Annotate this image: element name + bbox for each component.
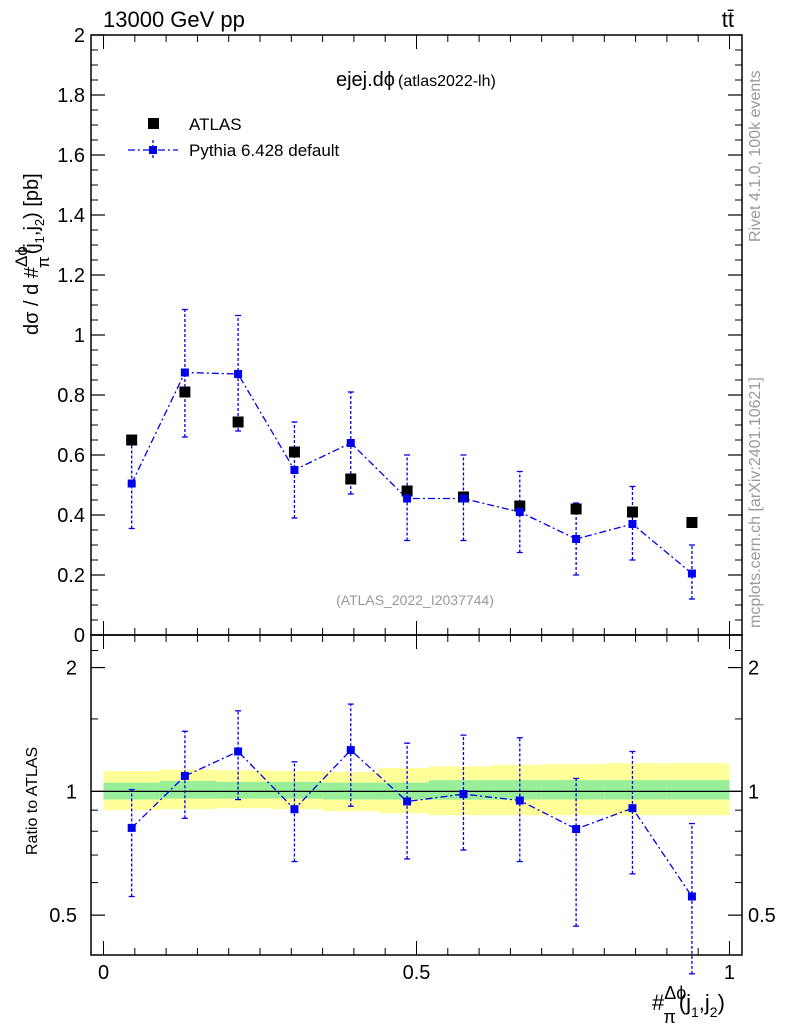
- main-y-tick-label: 0.8: [57, 385, 85, 407]
- pythia-data-point: [572, 535, 581, 543]
- main-y-tick-label: 0.4: [57, 505, 85, 527]
- ratio-stat-band: [272, 781, 323, 799]
- ratio-y-axis-label: Ratio to ATLAS: [24, 747, 41, 855]
- plot-title: ejej.dϕ: [336, 69, 395, 91]
- pythia-data-point: [290, 466, 299, 474]
- atlas-data-point: [126, 434, 138, 446]
- pythia-data-point: [628, 520, 637, 528]
- watermark-label: (ATLAS_2022_I2037744): [336, 592, 494, 608]
- atlas-data-point: [570, 503, 582, 515]
- ratio-data-point: [127, 823, 136, 832]
- x-tick-label: 1: [724, 962, 735, 984]
- mcplots-label: mcplots.cern.ch [arXiv:2401.10621]: [747, 377, 764, 628]
- ratio-axis-ticks: 0.5 0.5 1 1 2 2 0 0.5 1: [49, 635, 776, 984]
- plot-subtitle: (atlas2022-lh): [398, 73, 496, 90]
- legend-marker-pythia: [149, 146, 157, 154]
- x-tick-label: 0: [98, 962, 109, 984]
- main-plot-data: [126, 308, 698, 600]
- pythia-data-point: [234, 370, 243, 378]
- atlas-data-point: [232, 416, 244, 428]
- main-y-tick-label: 1.8: [57, 85, 85, 107]
- ratio-data-point: [234, 747, 243, 756]
- ratio-stat-band: [216, 781, 273, 799]
- ratio-stat-band: [491, 780, 542, 800]
- ratio-y-tick-label-left: 0.5: [49, 905, 77, 927]
- ratio-data-point: [180, 771, 189, 780]
- legend-marker-atlas: [148, 118, 159, 129]
- pythia-data-point: [346, 439, 355, 447]
- ratio-uncertainty-bands: [91, 763, 742, 816]
- main-y-axis-label: dσ / d #Δϕ π(j1,j2) [pb]: [12, 173, 53, 335]
- ratio-stat-band: [666, 780, 730, 800]
- ratio-data-point: [290, 805, 299, 814]
- legend: ATLAS Pythia 6.428 default: [128, 115, 340, 160]
- pythia-data-point: [180, 368, 189, 377]
- process-label: tt̄: [722, 7, 734, 32]
- main-y-tick-label: 0.6: [57, 445, 85, 467]
- ratio-data-point: [515, 796, 524, 805]
- main-y-tick-label: 0.2: [57, 565, 85, 587]
- ratio-data-point: [459, 790, 468, 799]
- pythia-series-line: [131, 371, 693, 574]
- atlas-data-point: [514, 500, 526, 512]
- ratio-stat-band: [541, 780, 605, 800]
- main-panel: 0 0.2 0.4 0.6 0.8 1 1.2 1.4 1.6 1.8 2 ejej.dϕ (atl…: [12, 25, 743, 647]
- ratio-stat-band: [429, 780, 492, 800]
- pythia-data-point: [127, 479, 136, 488]
- ratio-data-point: [346, 746, 355, 755]
- main-y-tick-label: 2: [74, 25, 85, 47]
- ratio-stat-band: [159, 780, 217, 799]
- main-y-tick-label: 1: [74, 325, 85, 347]
- x-axis-label: #Δϕ π(j1,j2): [652, 983, 725, 1024]
- atlas-data-point: [626, 506, 638, 518]
- atlas-data-point: [401, 485, 413, 497]
- main-y-tick-label: 1.6: [57, 145, 85, 167]
- main-y-tick-label: 1.2: [57, 265, 85, 287]
- main-y-tick-label: 0: [74, 625, 85, 647]
- x-tick-label: 0.5: [403, 962, 431, 984]
- ratio-data-point: [572, 824, 581, 833]
- ratio-stat-band: [604, 780, 667, 800]
- legend-label-atlas: ATLAS: [189, 115, 242, 134]
- pythia-data-point: [515, 508, 524, 516]
- pythia-data-point: [403, 494, 412, 503]
- ratio-data-point: [687, 892, 696, 901]
- ratio-y-tick-label-right: 0.5: [748, 905, 776, 927]
- atlas-data-point: [179, 386, 191, 398]
- atlas-data-point: [686, 517, 698, 528]
- pythia-data-point: [687, 569, 696, 578]
- energy-label: 13000 GeV pp: [103, 7, 245, 32]
- main-axis-ticks: 0 0.2 0.4 0.6 0.8 1 1.2 1.4 1.6 1.8 2: [57, 25, 742, 647]
- pythia-data-point: [459, 494, 468, 503]
- ratio-plot-data: [127, 703, 696, 975]
- rivet-label: Rivet 4.1.0, 100k events: [747, 70, 764, 242]
- ratio-y-tick-label-left: 1: [66, 781, 77, 803]
- main-y-tick-label: 1.4: [57, 205, 85, 227]
- ratio-data-point: [403, 797, 412, 806]
- ratio-y-tick-label-right: 1: [748, 781, 759, 803]
- ratio-data-point: [628, 804, 637, 813]
- legend-label-pythia: Pythia 6.428 default: [189, 141, 340, 160]
- ratio-y-tick-label-left: 2: [66, 658, 77, 680]
- atlas-data-point: [345, 473, 357, 485]
- atlas-data-point: [288, 446, 300, 458]
- ratio-panel: 0.5 0.5 1 1 2 2 0 0.5 1 Ratio to ATLAS #Δϕ π(j1,j…: [24, 634, 776, 1024]
- ratio-y-tick-label-right: 2: [748, 658, 759, 680]
